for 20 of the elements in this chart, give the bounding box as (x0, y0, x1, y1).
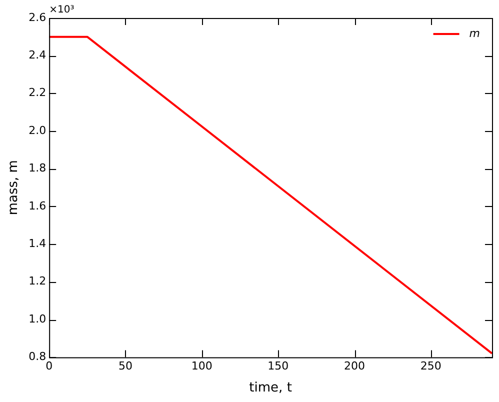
x-tick-label: 50 (118, 360, 132, 373)
x-tick-label: 0 (46, 360, 53, 373)
x-tick-label: 200 (344, 360, 366, 373)
x-axis-title: time, t (249, 380, 292, 396)
y-tick-label: 1.8 (28, 162, 46, 175)
y-tick-label: 1.6 (28, 199, 46, 212)
x-tick-label: 150 (268, 360, 289, 373)
x-tick-label: 100 (191, 360, 212, 373)
y-tick-label: 2.6 (28, 10, 46, 24)
y-axis-title: mass, m (6, 160, 22, 216)
y-tick-label: 1.4 (28, 236, 46, 250)
y-tick-label: 2.4 (28, 48, 46, 62)
y-tick-label: 1.2 (28, 274, 46, 288)
x-tick-label: 250 (420, 360, 442, 373)
y-tick-label: 2.2 (28, 86, 46, 100)
legend-label: m (469, 26, 480, 40)
y-tick-label: 2.0 (28, 124, 46, 137)
y-tick-label: 1.0 (28, 312, 46, 326)
text: ×10³ (49, 4, 74, 16)
y-tick-label: 0.8 (28, 350, 46, 364)
